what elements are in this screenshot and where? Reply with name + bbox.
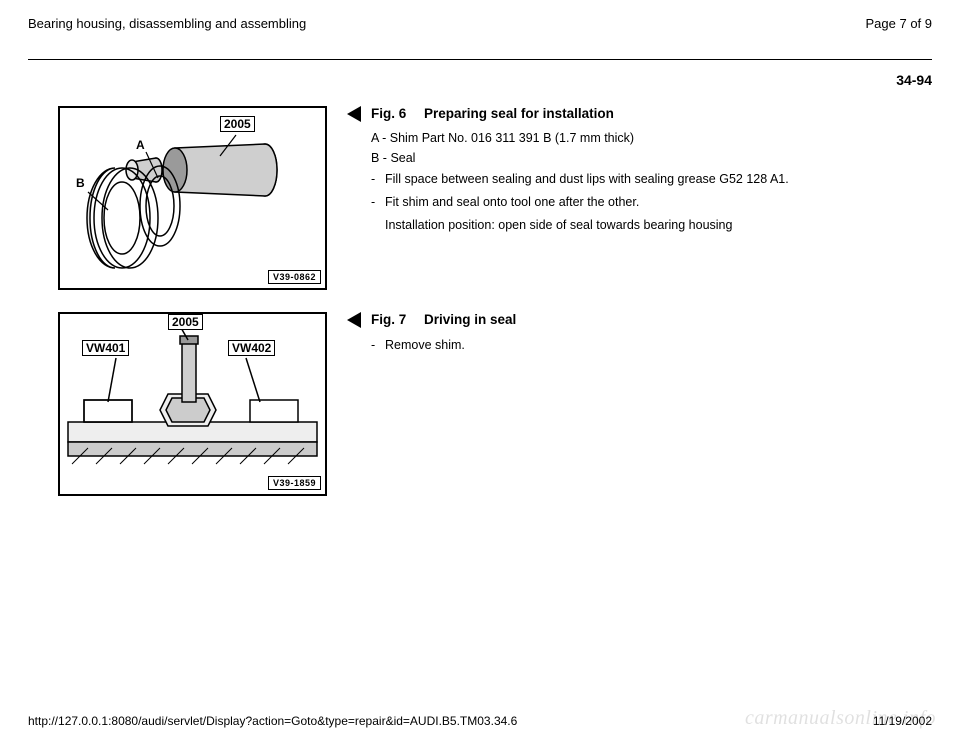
figure-7-image: VW401 2005 VW402 V39-1859	[58, 312, 327, 496]
figure-6-text: Fig. 6 Preparing seal for installation A…	[371, 106, 932, 240]
fig7-title: Driving in seal	[424, 312, 516, 327]
footer-url: http://127.0.0.1:8080/audi/servlet/Displ…	[28, 714, 517, 728]
fig6-note: Installation position: open side of seal…	[371, 217, 922, 234]
figure-7-block: VW401 2005 VW402 V39-1859 Fig. 7 Driving…	[28, 312, 932, 496]
figure-6-image: 2005 A B V39-0862	[58, 106, 327, 290]
callout-vw401: VW401	[82, 340, 129, 356]
figure-7-code: V39-1859	[268, 476, 321, 490]
figure-7-text: Fig. 7 Driving in seal -Remove shim.	[371, 312, 932, 360]
figure-6-code: V39-0862	[268, 270, 321, 284]
pointer-icon	[347, 106, 361, 122]
fig6-number: Fig. 6	[371, 106, 406, 121]
section-page-number: 34-94	[28, 72, 932, 88]
pointer-icon	[347, 312, 361, 328]
callout-b: B	[76, 176, 85, 190]
header-title: Bearing housing, disassembling and assem…	[28, 16, 306, 31]
footer-date: 11/19/2002	[873, 714, 932, 728]
fig6-bullet-1: -Fill space between sealing and dust lip…	[371, 171, 922, 188]
callout-a: A	[136, 138, 145, 152]
callout-vw402: VW402	[228, 340, 275, 356]
fig6-legend-a: A - Shim Part No. 016 311 391 B (1.7 mm …	[371, 131, 922, 145]
header-page: Page 7 of 9	[866, 16, 933, 31]
fig6-bullet-2: -Fit shim and seal onto tool one after t…	[371, 194, 922, 211]
callout-tool-2005-b: 2005	[168, 314, 203, 330]
figure-6-block: 2005 A B V39-0862 Fig. 6 Preparing seal …	[28, 106, 932, 290]
fig6-legend-b: B - Seal	[371, 151, 922, 165]
fig6-title: Preparing seal for installation	[424, 106, 614, 121]
callout-tool-2005: 2005	[220, 116, 255, 132]
fig7-number: Fig. 7	[371, 312, 406, 327]
fig7-bullet-1: -Remove shim.	[371, 337, 922, 354]
